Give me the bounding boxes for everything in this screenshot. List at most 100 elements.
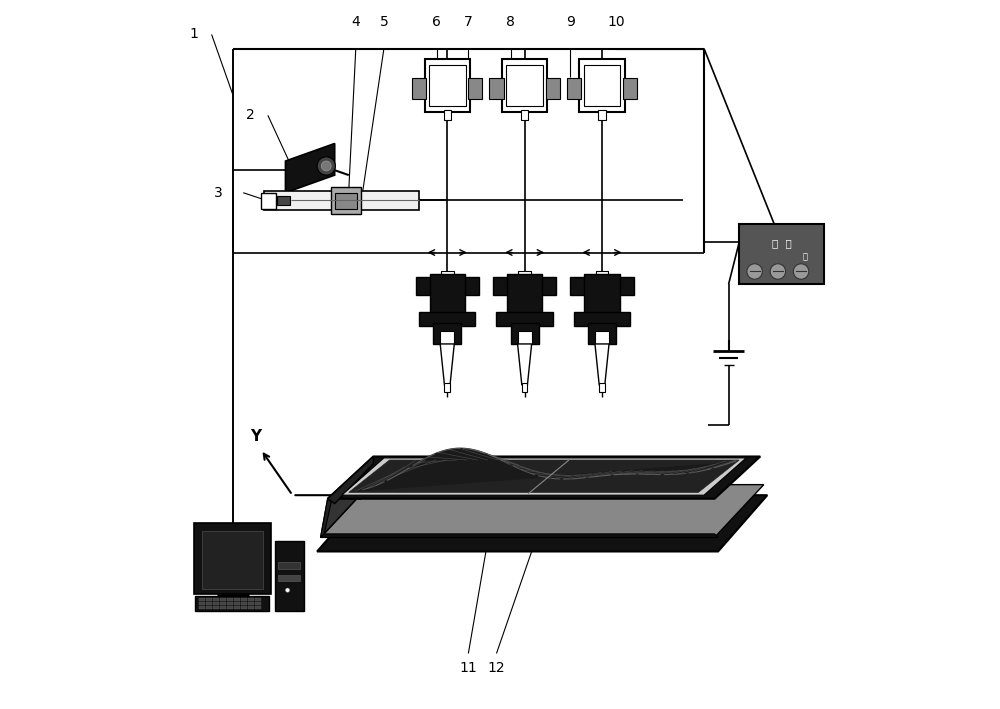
Bar bbox=[248, 606, 254, 609]
Bar bbox=[199, 598, 205, 601]
Bar bbox=[584, 274, 620, 316]
Text: 3: 3 bbox=[214, 186, 223, 200]
Bar bbox=[241, 598, 247, 601]
Bar bbox=[277, 196, 290, 206]
Bar bbox=[444, 384, 450, 392]
Circle shape bbox=[793, 264, 809, 279]
Bar bbox=[194, 523, 271, 593]
Bar bbox=[241, 602, 247, 605]
Text: 4: 4 bbox=[351, 16, 360, 30]
Bar bbox=[441, 272, 454, 284]
Bar bbox=[521, 111, 528, 121]
Polygon shape bbox=[328, 457, 760, 498]
Polygon shape bbox=[321, 457, 373, 537]
Bar bbox=[213, 598, 219, 601]
Bar bbox=[412, 78, 426, 99]
Polygon shape bbox=[317, 495, 767, 552]
Circle shape bbox=[747, 264, 762, 279]
Polygon shape bbox=[349, 460, 739, 492]
Bar bbox=[489, 78, 504, 99]
Bar bbox=[275, 541, 304, 611]
Bar bbox=[195, 596, 269, 611]
Bar bbox=[518, 331, 532, 344]
Bar bbox=[584, 65, 620, 106]
Bar bbox=[202, 531, 263, 588]
Polygon shape bbox=[342, 458, 746, 495]
Polygon shape bbox=[595, 344, 609, 385]
Bar bbox=[522, 384, 527, 392]
Bar bbox=[331, 187, 361, 214]
Polygon shape bbox=[518, 344, 532, 385]
Bar bbox=[227, 598, 233, 601]
Bar bbox=[739, 224, 824, 284]
Bar bbox=[444, 111, 451, 121]
Bar bbox=[502, 59, 547, 112]
Bar bbox=[335, 194, 357, 209]
Bar bbox=[579, 59, 625, 112]
Bar bbox=[595, 331, 609, 344]
Bar bbox=[220, 598, 226, 601]
Bar bbox=[261, 194, 276, 209]
Bar bbox=[199, 606, 205, 609]
Bar bbox=[213, 602, 219, 605]
Bar bbox=[220, 602, 226, 605]
Text: 7: 7 bbox=[464, 16, 473, 30]
Text: 2: 2 bbox=[246, 108, 255, 123]
Bar bbox=[468, 78, 482, 99]
Bar bbox=[213, 606, 219, 609]
Text: X: X bbox=[350, 488, 362, 503]
Bar bbox=[227, 606, 233, 609]
Text: 10: 10 bbox=[607, 16, 625, 30]
Polygon shape bbox=[321, 534, 718, 537]
Bar bbox=[234, 606, 240, 609]
Bar bbox=[206, 606, 212, 609]
Circle shape bbox=[770, 264, 786, 279]
Text: 电  源: 电 源 bbox=[772, 238, 791, 248]
Polygon shape bbox=[321, 485, 764, 537]
Bar bbox=[206, 602, 212, 605]
Text: Y: Y bbox=[250, 429, 261, 444]
Bar bbox=[598, 111, 606, 121]
Text: 9: 9 bbox=[566, 16, 575, 30]
Text: 11: 11 bbox=[459, 661, 477, 674]
Polygon shape bbox=[328, 457, 373, 503]
Polygon shape bbox=[356, 448, 731, 491]
Text: 8: 8 bbox=[506, 16, 515, 30]
Bar bbox=[567, 78, 581, 99]
Bar bbox=[570, 277, 634, 295]
Bar bbox=[206, 598, 212, 601]
Bar bbox=[220, 606, 226, 609]
Bar bbox=[433, 323, 461, 344]
Bar bbox=[596, 272, 608, 284]
Text: 5: 5 bbox=[380, 16, 388, 30]
Bar bbox=[506, 65, 543, 106]
Bar bbox=[248, 598, 254, 601]
Bar bbox=[199, 602, 205, 605]
Bar bbox=[248, 602, 254, 605]
Polygon shape bbox=[321, 498, 331, 537]
Bar bbox=[511, 323, 539, 344]
Bar bbox=[546, 78, 560, 99]
Bar bbox=[278, 562, 300, 569]
Bar bbox=[429, 65, 466, 106]
Bar bbox=[623, 78, 637, 99]
Circle shape bbox=[317, 157, 335, 175]
Text: 1: 1 bbox=[190, 28, 198, 41]
Bar bbox=[493, 277, 556, 295]
Bar bbox=[255, 602, 261, 605]
Text: 正: 正 bbox=[803, 252, 808, 262]
Bar bbox=[574, 312, 630, 326]
Bar bbox=[430, 274, 465, 316]
Bar bbox=[518, 272, 531, 284]
Bar bbox=[255, 598, 261, 601]
Bar bbox=[419, 312, 475, 326]
Bar bbox=[599, 384, 605, 392]
Text: 6: 6 bbox=[432, 16, 441, 30]
Bar bbox=[255, 606, 261, 609]
Circle shape bbox=[321, 161, 331, 171]
Circle shape bbox=[285, 588, 290, 592]
Bar bbox=[425, 59, 470, 112]
Polygon shape bbox=[440, 344, 454, 385]
Bar bbox=[234, 602, 240, 605]
Bar bbox=[227, 602, 233, 605]
